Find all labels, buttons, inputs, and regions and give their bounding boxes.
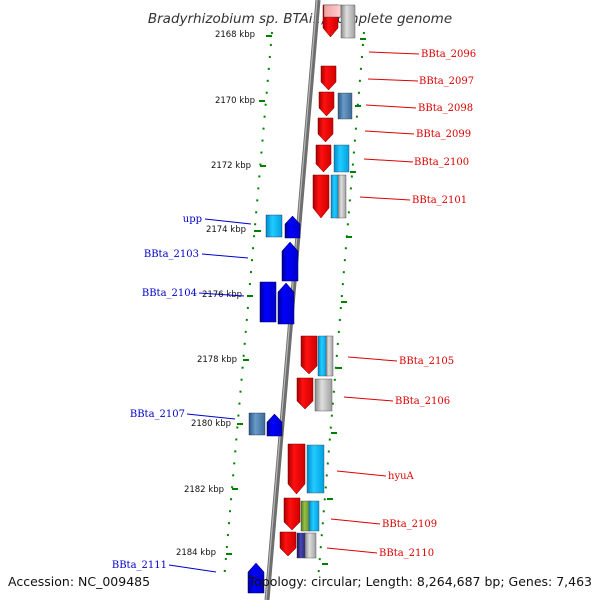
gene-label-right[interactable]: BBta_2096 <box>421 49 476 60</box>
gene-arrow <box>300 335 318 375</box>
gene-arrow <box>281 241 299 282</box>
gene-label-right[interactable]: BBta_2097 <box>419 76 474 87</box>
feature-block <box>304 532 317 559</box>
feature-block <box>300 500 311 532</box>
gene-label-right[interactable]: BBta_2105 <box>399 356 454 367</box>
forward-strand-genes <box>279 4 339 557</box>
forward-second-track <box>296 4 356 559</box>
gene-arrow <box>284 215 301 239</box>
gene-arrow <box>287 443 306 495</box>
tick-label: 2184 kbp <box>176 548 216 558</box>
gene-label-left[interactable]: BBta_2107 <box>130 409 185 420</box>
feature-block <box>296 532 307 559</box>
gene-arrow <box>283 497 301 531</box>
tick-label: 2172 kbp <box>211 161 251 171</box>
feature-block <box>265 214 283 238</box>
gene-label-right[interactable]: BBta_2110 <box>379 548 434 559</box>
tick-label: 2178 kbp <box>197 355 237 365</box>
feature-block <box>325 335 334 377</box>
tick-label: 2180 kbp <box>191 419 231 429</box>
feature-block <box>306 444 325 494</box>
gene-label-right[interactable]: BBta_2109 <box>382 519 437 530</box>
feature-block <box>317 335 328 377</box>
feature-block <box>340 4 356 39</box>
left-leader-lines <box>168 218 252 573</box>
gene-label-left[interactable]: BBta_2103 <box>144 249 199 260</box>
tick-label: 2182 kbp <box>184 485 224 495</box>
gene-label-right[interactable]: BBta_2099 <box>416 129 471 140</box>
feature-block <box>308 500 320 532</box>
gene-label-right[interactable]: BBta_2101 <box>412 195 467 206</box>
gene-label-left[interactable]: BBta_2111 <box>112 560 167 571</box>
tick-label: 2168 kbp <box>215 30 255 40</box>
map-title: Bradyrhizobium sp. BTAi1, complete genom… <box>148 11 452 27</box>
feature-block <box>314 378 333 412</box>
gene-arrow <box>266 413 283 437</box>
gene-arrow <box>317 117 334 143</box>
gene-label-left[interactable]: BBta_2104 <box>142 288 197 299</box>
feature-block <box>323 4 342 18</box>
feature-block <box>337 174 347 219</box>
gene-arrow <box>320 65 337 91</box>
gene-label-left[interactable]: upp <box>183 214 202 225</box>
right-leader-lines <box>326 51 420 554</box>
gene-arrow <box>296 377 314 410</box>
gene-arrow <box>318 91 335 117</box>
gene-arrow <box>259 281 277 323</box>
feature-block <box>337 92 353 120</box>
accession-text: Accession: NC_009485 <box>8 574 150 589</box>
genome-summary-text: Topology: circular; Length: 8,264,687 bp… <box>248 574 592 589</box>
gene-arrow <box>279 531 297 557</box>
tick-label: 2174 kbp <box>206 225 246 235</box>
reverse-second-track <box>248 214 283 436</box>
gene-arrow <box>312 174 330 219</box>
gene-arrow <box>247 562 265 594</box>
gene-arrow <box>277 282 295 325</box>
feature-block <box>248 412 266 436</box>
reverse-strand-genes <box>247 215 301 594</box>
feature-block <box>330 174 340 219</box>
gene-label-right[interactable]: BBta_2100 <box>414 157 469 168</box>
ruler-ticks <box>226 35 366 565</box>
tick-label: 2170 kbp <box>215 96 255 106</box>
gene-label-right[interactable]: hyuA <box>388 471 415 482</box>
gene-arrow <box>315 144 332 173</box>
gene-label-right[interactable]: BBta_2098 <box>418 103 473 114</box>
gene-label-right[interactable]: BBta_2106 <box>395 396 450 407</box>
feature-block <box>333 144 350 173</box>
